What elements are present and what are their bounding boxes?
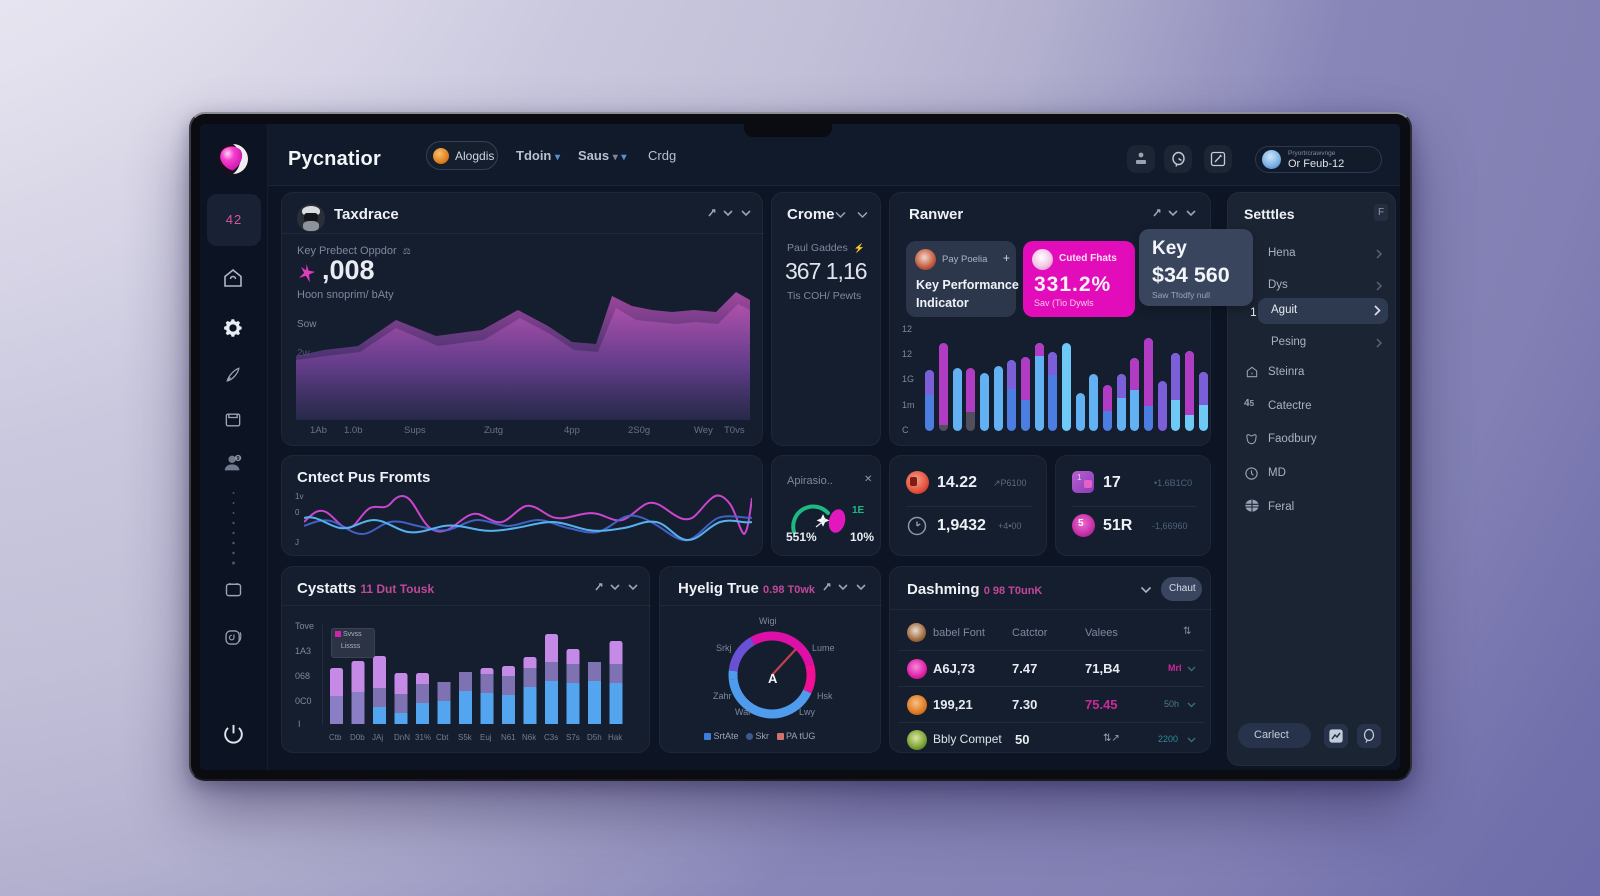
svg-text:A: A [768,671,778,686]
svg-text:9: 9 [237,456,240,462]
